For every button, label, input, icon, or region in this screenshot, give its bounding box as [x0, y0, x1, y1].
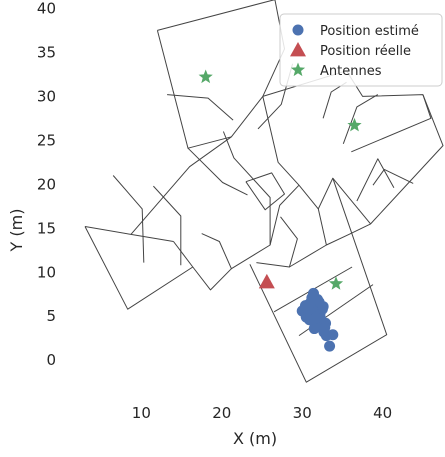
antenna-marker — [347, 117, 362, 132]
floor-plan-wall — [317, 177, 371, 225]
y-tick-label: 30 — [37, 87, 56, 105]
floor-plan-wall — [245, 172, 285, 211]
floor-plan-wall — [269, 184, 300, 246]
y-tick-label: 20 — [37, 175, 56, 193]
x-tick-label: 20 — [212, 404, 231, 422]
floor-plan-wall — [249, 178, 388, 383]
floor-plan-wall — [289, 244, 327, 268]
x-axis-label: X (m) — [233, 429, 277, 448]
legend-label: Antennes — [320, 64, 382, 79]
estimated-position-point — [307, 287, 319, 299]
floor-plan-wall — [356, 158, 395, 202]
floor-plan-wall — [156, 0, 285, 149]
estimated-position-point — [319, 322, 331, 334]
estimated-position-point — [303, 314, 315, 326]
y-tick-label: 35 — [37, 43, 56, 61]
axis-ticks: 10 20 30 40 0 5 10 15 20 25 30 35 40 — [37, 0, 392, 422]
legend-marker — [290, 62, 306, 77]
real-position-marker — [258, 273, 275, 289]
floor-plan-wall — [256, 216, 298, 268]
legend-label: Position estimé — [320, 24, 419, 39]
floor-plan-wall — [262, 70, 444, 246]
floor-plan-wall — [173, 241, 194, 268]
floor-plan-wall — [351, 94, 432, 153]
estimated-position-point — [324, 340, 336, 352]
estimated-position-point — [308, 323, 320, 335]
y-tick-label: 0 — [46, 351, 56, 369]
estimated-position-point — [317, 301, 329, 313]
antenna-marker — [198, 69, 213, 84]
floor-plan-wall — [187, 147, 248, 196]
legend: Position estimé Position réelle Antennes — [279, 13, 443, 87]
y-tick-label: 25 — [37, 131, 56, 149]
legend-label: Position réelle — [320, 44, 411, 59]
y-tick-label: 40 — [37, 0, 56, 17]
floor-plan-wall — [84, 226, 174, 242]
x-tick-label: 40 — [373, 404, 392, 422]
floor-plan-wall — [112, 175, 145, 263]
y-tick-label: 10 — [37, 263, 56, 281]
floor-plan-wall — [372, 168, 414, 186]
y-axis-label: Y (m) — [7, 209, 26, 253]
floor-plan-wall — [201, 131, 271, 270]
estimated-position-point — [299, 300, 311, 312]
x-tick-label: 10 — [132, 404, 151, 422]
floor-plan-wall — [153, 185, 182, 266]
antenna-marker — [328, 276, 344, 290]
floor-plan-wall — [322, 81, 347, 119]
y-tick-label: 15 — [37, 219, 56, 237]
legend-marker — [292, 24, 304, 36]
data-markers — [198, 69, 362, 352]
legend-marker — [290, 42, 306, 57]
floor-plan-wall — [130, 136, 232, 235]
estimated-position-point — [327, 329, 339, 341]
floor-plan-wall — [167, 94, 234, 121]
legend-box — [279, 13, 443, 87]
floor-plan-wall — [342, 94, 379, 144]
x-tick-label: 30 — [293, 404, 312, 422]
y-tick-label: 5 — [46, 307, 56, 325]
